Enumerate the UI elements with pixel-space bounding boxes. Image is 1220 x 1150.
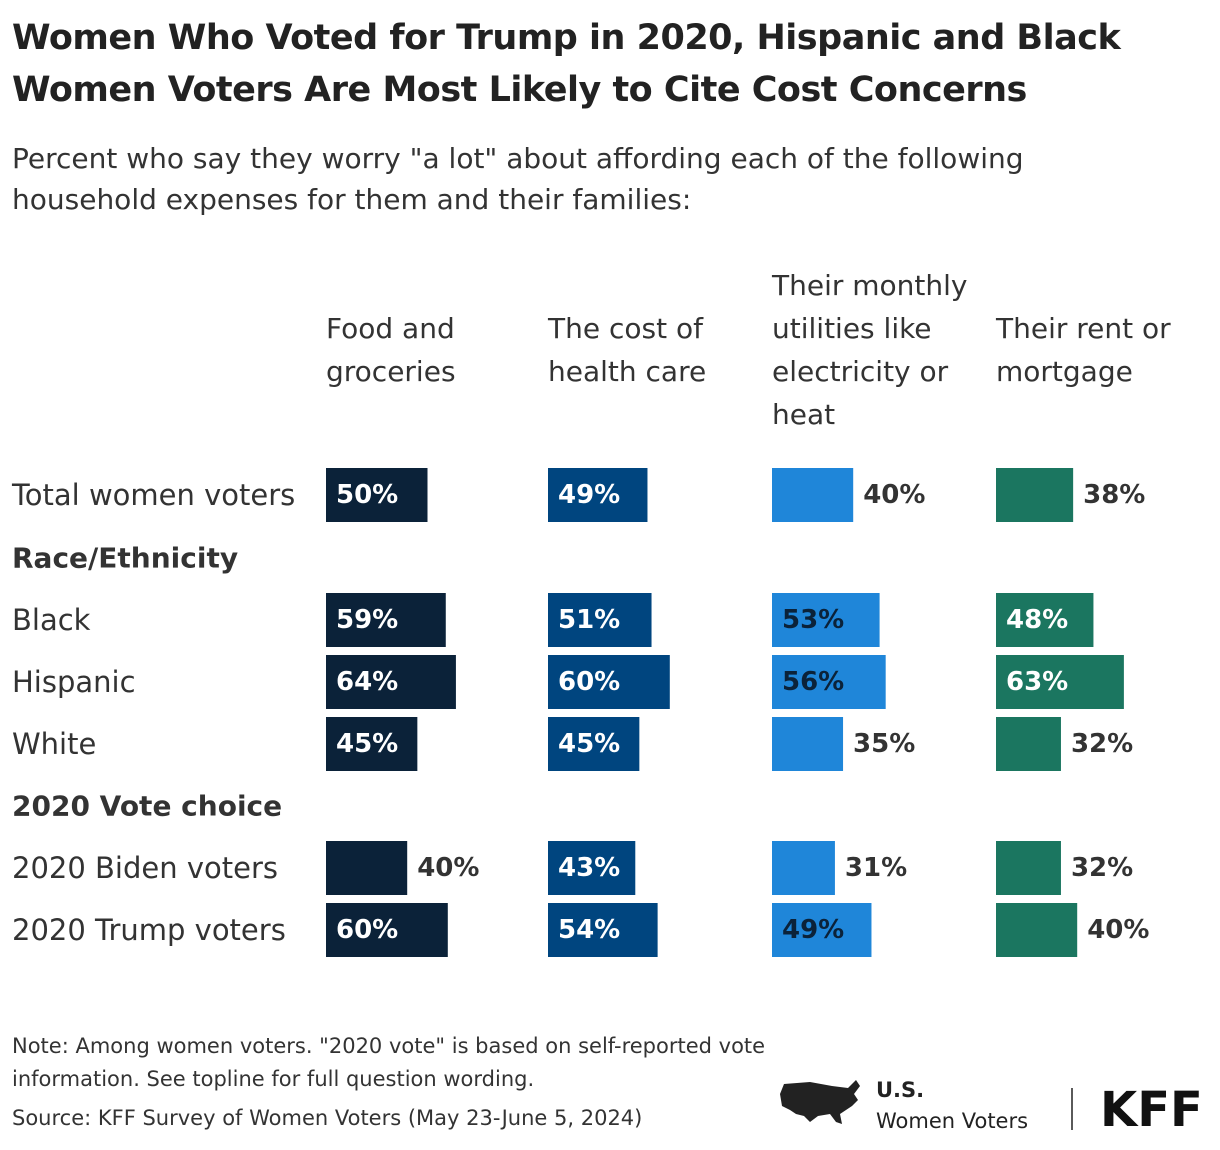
logo: U.S. Women Voters KFF <box>780 1078 1203 1138</box>
value-label: 32% <box>1071 729 1133 759</box>
value-label: 54% <box>558 915 620 945</box>
value-label: 60% <box>558 667 620 697</box>
value-label: 49% <box>558 480 620 510</box>
value-label: 60% <box>336 915 398 945</box>
legend-label: Food and groceries <box>326 312 456 388</box>
source: Source: KFF Survey of Women Voters (May … <box>12 1106 643 1130</box>
bar <box>996 593 1094 647</box>
bar <box>326 903 448 957</box>
bar <box>548 593 652 647</box>
value-label: 40% <box>1087 915 1149 945</box>
column-header: Their monthly utilities like electricity… <box>772 240 987 460</box>
value-label: 48% <box>1006 605 1068 635</box>
bar <box>326 655 456 709</box>
value-label: 35% <box>853 729 915 759</box>
bar <box>996 717 1061 771</box>
row-label: 2020 Trump voters <box>12 913 286 947</box>
bar <box>548 655 670 709</box>
chart: Total women voters 50% 49% 40% 38% Race/Ethni… <box>11 468 1149 957</box>
group-header: 2020 Vote choice <box>12 790 282 823</box>
value-label: 40% <box>863 480 925 510</box>
bar <box>326 593 446 647</box>
value-label: 64% <box>336 667 398 697</box>
value-label: 53% <box>782 605 844 635</box>
bar <box>772 655 886 709</box>
map-icon <box>780 1080 860 1124</box>
note: Note: Among women voters. "2020 vote" is… <box>12 1034 766 1091</box>
row-label: Hispanic <box>12 665 136 699</box>
row-label: White <box>12 727 96 761</box>
bar <box>996 655 1124 709</box>
row-label: Total women voters <box>11 478 295 512</box>
bar <box>996 468 1074 522</box>
value-label: 59% <box>336 605 398 635</box>
value-label: 45% <box>558 729 620 759</box>
value-label: 56% <box>782 667 844 697</box>
bar <box>326 717 418 771</box>
brand: KFF <box>1100 1082 1203 1138</box>
group-header: Race/Ethnicity <box>12 542 238 575</box>
value-label: 45% <box>336 729 398 759</box>
bar <box>772 903 872 957</box>
bar <box>772 593 880 647</box>
bar <box>548 903 658 957</box>
value-label: 49% <box>782 915 844 945</box>
bar <box>772 841 835 895</box>
logo-text: U.S. <box>876 1078 924 1102</box>
bar <box>548 841 636 895</box>
value-label: 50% <box>336 480 398 510</box>
bar <box>548 468 648 522</box>
legend-label: The cost of health care <box>548 312 707 388</box>
value-label: 40% <box>417 853 479 883</box>
chart-subtitle: Percent who say they worry "a lot" about… <box>12 142 1024 216</box>
value-label: 38% <box>1083 480 1145 510</box>
legend-label: Their monthly utilities like electricity… <box>772 269 968 431</box>
value-label: 63% <box>1006 667 1068 697</box>
value-label: 32% <box>1071 853 1133 883</box>
bar <box>996 903 1078 957</box>
value-label: 51% <box>558 605 620 635</box>
bar <box>996 841 1061 895</box>
column-header: Their rent or mortgage <box>996 240 1211 460</box>
legend-label: Their rent or mortgage <box>996 312 1171 388</box>
bar <box>326 841 408 895</box>
logo-text: Women Voters <box>876 1109 1028 1133</box>
bar <box>772 717 844 771</box>
column-header: Food and groceries <box>326 240 541 460</box>
row-label: Black <box>12 603 91 637</box>
value-label: 43% <box>558 853 620 883</box>
bar <box>326 468 428 522</box>
chart-title: Women Who Voted for Trump in 2020, Hispa… <box>12 18 1121 110</box>
bar <box>548 717 640 771</box>
value-label: 31% <box>845 853 907 883</box>
column-header: The cost of health care <box>548 240 763 460</box>
row-label: 2020 Biden voters <box>12 851 278 885</box>
bar <box>772 468 854 522</box>
